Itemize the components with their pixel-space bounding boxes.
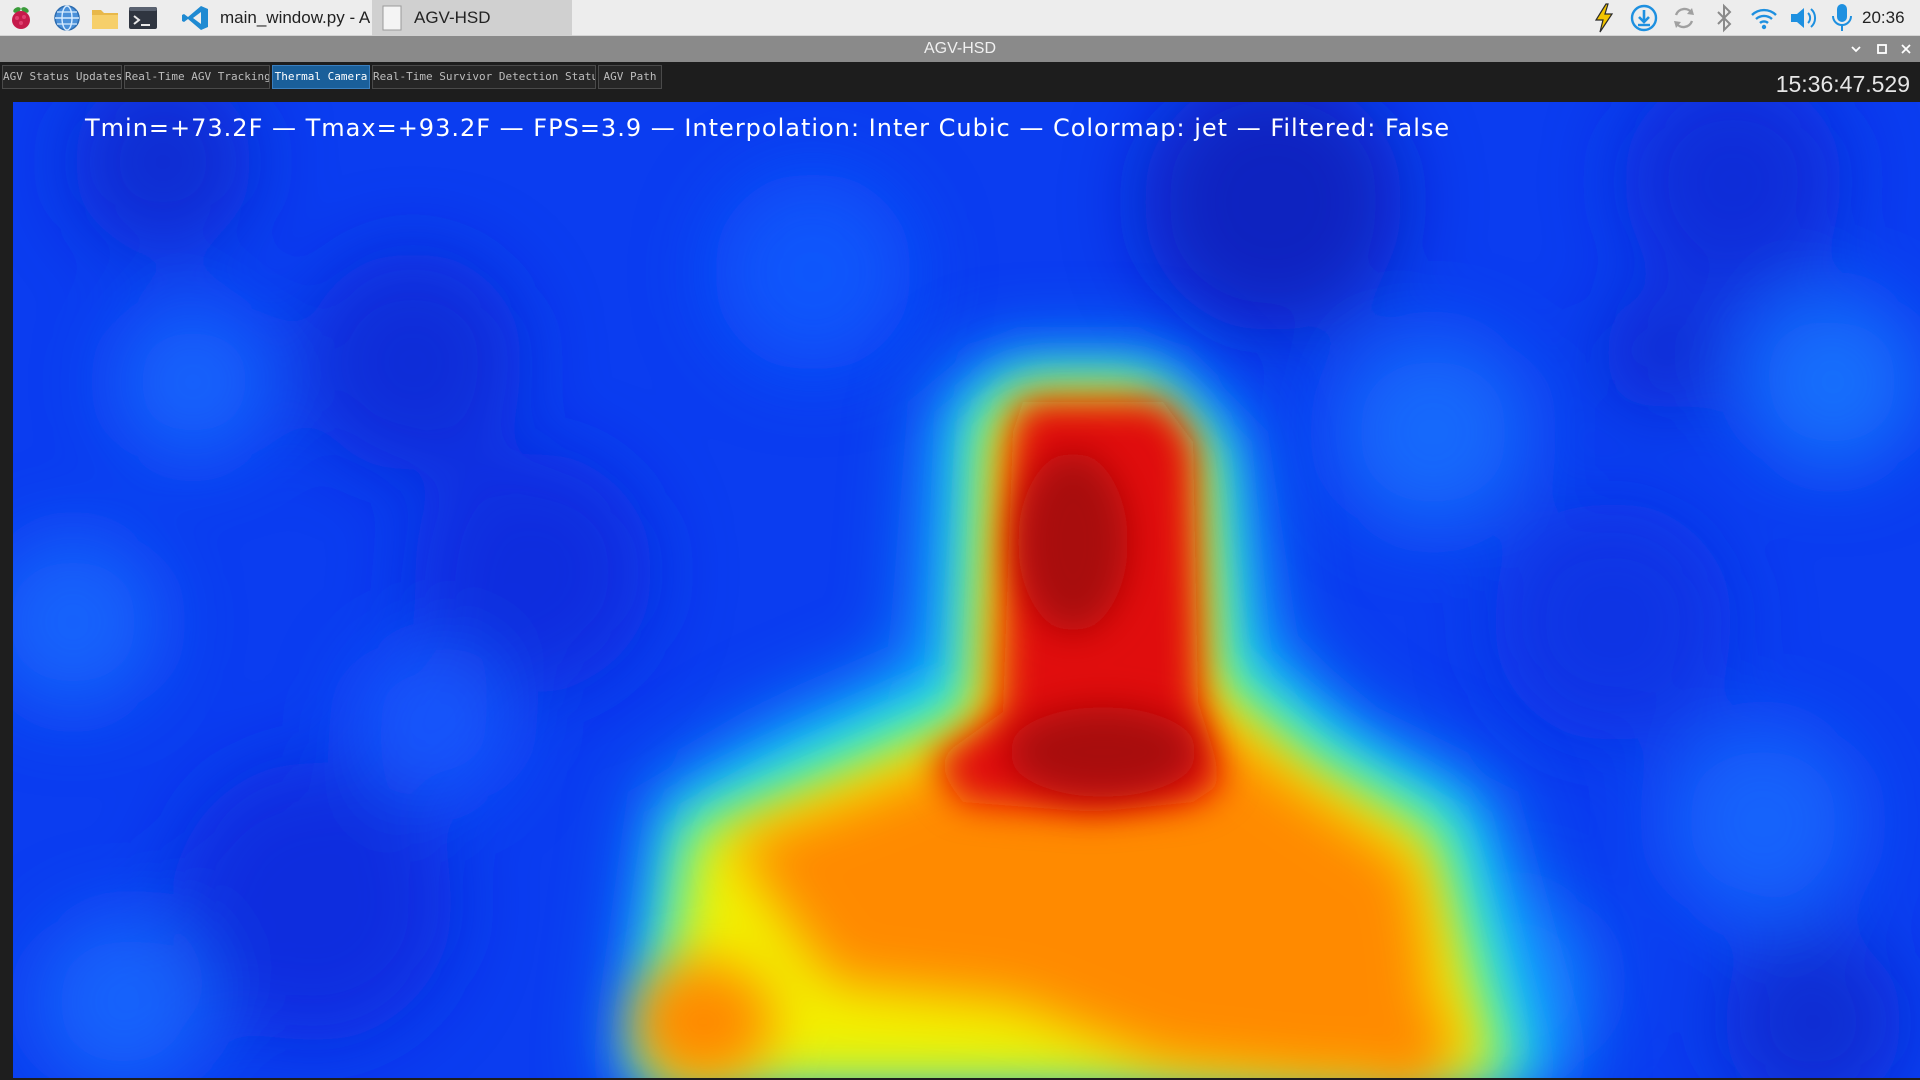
tab-agv-path[interactable]: AGV Path (598, 65, 662, 89)
download-icon[interactable] (1628, 2, 1660, 34)
thermal-background-patch (1143, 102, 1403, 332)
thermal-camera-view: Tmin=+73.2F — Tmax=+93.2F — FPS=3.9 — In… (13, 102, 1920, 1078)
window-title: AGV-HSD (923, 40, 996, 57)
thermal-heatmap (13, 102, 1920, 1078)
thermal-background-patch (173, 762, 453, 1042)
task-vscode[interactable]: main_window.py - A... (172, 0, 370, 36)
thermal-background-patch (13, 532, 163, 712)
thermal-background-patch (713, 172, 913, 372)
tab-thermal-camera[interactable]: Thermal Camera (272, 65, 370, 89)
vscode-icon (180, 4, 210, 32)
task-label: main_window.py - A... (220, 8, 370, 27)
thermal-background-patch (1663, 722, 1863, 922)
window-titlebar[interactable]: AGV-HSD (0, 36, 1920, 62)
thermal-background-patch (353, 642, 513, 802)
thermal-background (13, 102, 1920, 1078)
tab-content: Tmin=+73.2F — Tmax=+93.2F — FPS=3.9 — In… (0, 100, 1920, 1080)
thermal-background-patch (73, 102, 253, 252)
volume-icon[interactable] (1788, 2, 1820, 34)
thermal-stats-overlay: Tmin=+73.2F — Tmax=+93.2F — FPS=3.9 — In… (85, 114, 1451, 142)
tab-real-time-survivor-detection-status[interactable]: Real-Time Survivor Detection Status (372, 65, 596, 89)
thermal-background-patch (1333, 332, 1533, 532)
thermal-background-patch (413, 452, 653, 692)
thermal-background-patch (1623, 102, 1843, 292)
file-manager-icon[interactable] (90, 3, 120, 33)
system-clock[interactable]: 20:36 (1862, 8, 1905, 27)
thermal-background-patch (1743, 292, 1920, 472)
wifi-icon[interactable] (1748, 2, 1780, 34)
thermal-background-patch (33, 912, 213, 1078)
microphone-icon[interactable] (1826, 2, 1858, 34)
tab-bar: AGV Status Updates Real-Time AGV Trackin… (0, 62, 1920, 100)
power-bolt-icon[interactable] (1588, 2, 1620, 34)
task-label: AGV-HSD (414, 8, 491, 27)
window-icon (380, 4, 404, 32)
thermal-core-dark-red (1008, 452, 1198, 797)
app-timestamp: 15:36:47.529 (1775, 71, 1910, 97)
tab-real-time-agv-tracking[interactable]: Real-Time AGV Tracking (124, 65, 270, 89)
thermal-background-patch (1493, 502, 1733, 742)
taskbar: main_window.py - A... AGV-HSD (0, 0, 1920, 36)
thermal-background-patch (113, 302, 273, 462)
task-agv-hsd[interactable]: AGV-HSD (372, 0, 572, 36)
thermal-background-patch (303, 252, 523, 472)
thermal-background-patch (1723, 932, 1903, 1078)
maximize-icon[interactable] (1872, 39, 1892, 59)
thermal-background-patch (1603, 292, 1723, 412)
web-browser-icon[interactable] (52, 3, 82, 33)
tab-agv-status-updates[interactable]: AGV Status Updates (2, 65, 122, 89)
terminal-icon[interactable] (128, 3, 158, 33)
raspberry-menu-icon[interactable] (6, 3, 36, 33)
bluetooth-icon[interactable] (1708, 2, 1740, 34)
sync-icon[interactable] (1668, 2, 1700, 34)
close-icon[interactable] (1896, 39, 1916, 59)
minimize-icon[interactable] (1846, 39, 1866, 59)
